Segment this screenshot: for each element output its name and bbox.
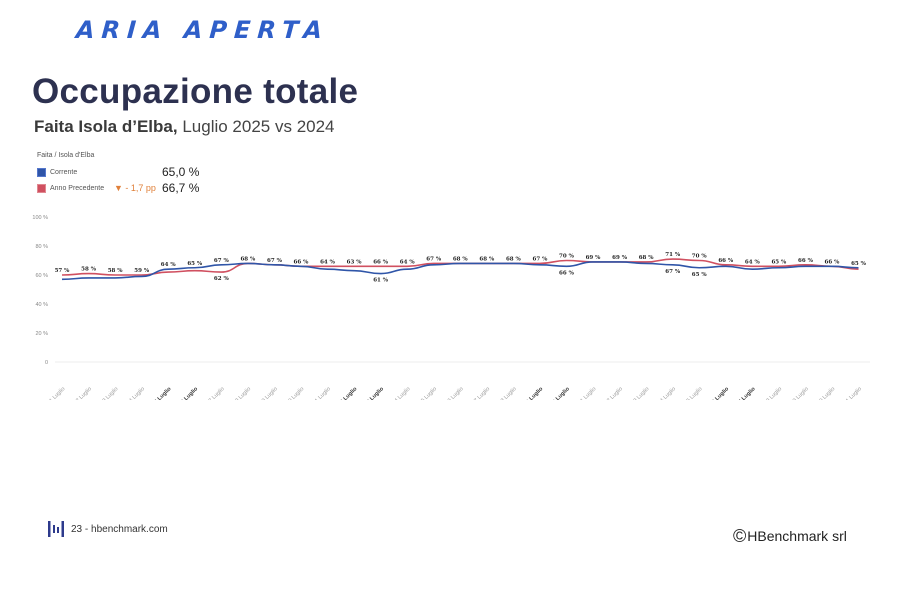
data-label: 65 %	[851, 261, 867, 267]
data-label: 66 %	[798, 258, 814, 264]
x-tick-label: 3 Luglio	[102, 386, 120, 400]
data-label: 65 %	[771, 259, 787, 265]
legend-previous-value: 66,7 %	[162, 181, 200, 195]
legend-current-value: 65,0 %	[162, 165, 200, 179]
data-label: 67 %	[665, 269, 681, 275]
data-label: 65 %	[692, 272, 708, 278]
x-tick-label: 18 Luglio	[498, 386, 518, 400]
footer-page-info: 23 - hbenchmark.com	[47, 521, 168, 537]
data-label: 68 %	[479, 256, 495, 262]
x-tick-label: 19 Luglio	[523, 386, 545, 400]
x-tick-label: 4 Luglio	[128, 386, 146, 400]
y-tick-label: 40 %	[35, 302, 48, 308]
subtitle-period: Luglio 2025 vs 2024	[177, 117, 335, 136]
y-tick-label: 0	[45, 360, 48, 366]
data-label: 59 %	[134, 268, 150, 274]
copyright-icon: ©	[733, 526, 747, 546]
subtitle-location: Faita Isola d’Elba,	[34, 117, 178, 136]
data-label: 68 %	[453, 256, 469, 262]
x-tick-label: 24 Luglio	[657, 386, 677, 400]
data-label: 66 %	[559, 270, 575, 276]
legend-item-current[interactable]: Corrente 65,0 %	[37, 164, 199, 180]
data-label: 67 %	[533, 256, 549, 262]
x-tick-label: 1 Luglio	[49, 386, 67, 400]
legend-current-label: Corrente	[50, 168, 78, 176]
data-label: 68 %	[639, 255, 655, 261]
legend-item-previous[interactable]: Anno Precedente ▼ - 1,7 pp 66,7 %	[37, 180, 199, 196]
data-label: 61 %	[373, 278, 389, 284]
x-tick-label: 12 Luglio	[337, 386, 359, 400]
x-tick-label: 13 Luglio	[364, 386, 386, 400]
page-number-text: 23 - hbenchmark.com	[71, 523, 168, 535]
delta-badge: ▼ - 1,7 pp	[114, 183, 156, 193]
x-tick-label: 17 Luglio	[471, 386, 491, 400]
data-label: 71 %	[665, 252, 681, 258]
x-tick-label: 27 Luglio	[735, 386, 757, 400]
x-tick-label: 21 Luglio	[577, 386, 597, 400]
x-tick-label: 15 Luglio	[418, 386, 438, 400]
x-tick-label: 6 Luglio	[180, 386, 200, 400]
x-tick-label: 16 Luglio	[445, 386, 465, 400]
x-tick-label: 29 Luglio	[790, 386, 810, 400]
data-label: 62 %	[214, 276, 230, 282]
copyright: © HBenchmark srl	[733, 526, 847, 546]
previous-swatch-icon	[37, 183, 46, 193]
x-tick-label: 25 Luglio	[684, 386, 704, 400]
data-label: 64 %	[161, 262, 177, 268]
y-tick-label: 20 %	[35, 331, 48, 337]
data-label: 67 %	[214, 258, 230, 264]
chart-legend: Faita / Isola d'Elba Corrente 65,0 % Ann…	[37, 152, 199, 196]
data-label: 69 %	[586, 255, 602, 261]
series-current-line	[61, 261, 859, 281]
x-tick-label: 30 Luglio	[816, 386, 836, 400]
x-tick-label: 23 Luglio	[630, 386, 650, 400]
data-label: 70 %	[559, 254, 575, 260]
y-tick-label: 80 %	[35, 244, 48, 250]
handwritten-note: ARIA APERTA	[75, 16, 330, 44]
x-tick-label: 26 Luglio	[709, 386, 731, 400]
data-label: 69 %	[612, 255, 628, 261]
data-label: 57 %	[55, 268, 71, 274]
data-label: 64 %	[320, 259, 336, 265]
data-label: 66 %	[294, 259, 310, 265]
x-tick-label: 2 Luglio	[75, 386, 93, 400]
y-tick-label: 60 %	[35, 273, 48, 279]
x-tick-label: 10 Luglio	[285, 386, 305, 400]
data-label: 67 %	[267, 258, 283, 264]
data-label: 66 %	[718, 258, 734, 264]
x-tick-label: 11 Luglio	[312, 386, 332, 400]
x-tick-label: 14 Luglio	[392, 386, 412, 400]
x-tick-label: 5 Luglio	[153, 386, 173, 400]
data-label: 66 %	[825, 259, 841, 265]
data-label: 58 %	[81, 267, 97, 273]
data-label: 68 %	[240, 256, 256, 262]
data-label: 67 %	[426, 256, 442, 262]
current-swatch-icon	[37, 167, 46, 177]
x-tick-label: 20 Luglio	[550, 386, 572, 400]
data-label: 64 %	[400, 259, 416, 265]
hbenchmark-logo-icon	[47, 521, 65, 537]
page-title: Occupazione totale	[32, 72, 359, 111]
legend-header: Faita / Isola d'Elba	[37, 152, 95, 159]
data-label: 70 %	[692, 254, 708, 260]
data-label: 65 %	[187, 261, 203, 267]
occupancy-line-chart: 0 20 % 40 % 60 % 80 % 100 % 57 % 58 % 58 % 59 % 64…	[32, 215, 870, 400]
data-label: 68 %	[506, 256, 522, 262]
data-label: 66 %	[373, 259, 389, 265]
data-label: 58 %	[108, 268, 124, 274]
x-tick-label: 31 Luglio	[843, 386, 863, 400]
x-tick-label: 22 Luglio	[604, 386, 624, 400]
data-label: 64 %	[745, 259, 761, 265]
x-tick-label: 8 Luglio	[234, 386, 252, 400]
data-label: 63 %	[347, 259, 363, 265]
copyright-text: HBenchmark srl	[747, 528, 847, 544]
x-tick-label: 28 Luglio	[763, 386, 783, 400]
y-tick-label: 100 %	[32, 215, 48, 221]
legend-previous-label: Anno Precedente	[50, 184, 105, 192]
x-tick-label: 9 Luglio	[261, 386, 279, 400]
page-subtitle: Faita Isola d’Elba, Luglio 2025 vs 2024	[34, 117, 335, 137]
x-tick-label: 7 Luglio	[208, 386, 226, 400]
